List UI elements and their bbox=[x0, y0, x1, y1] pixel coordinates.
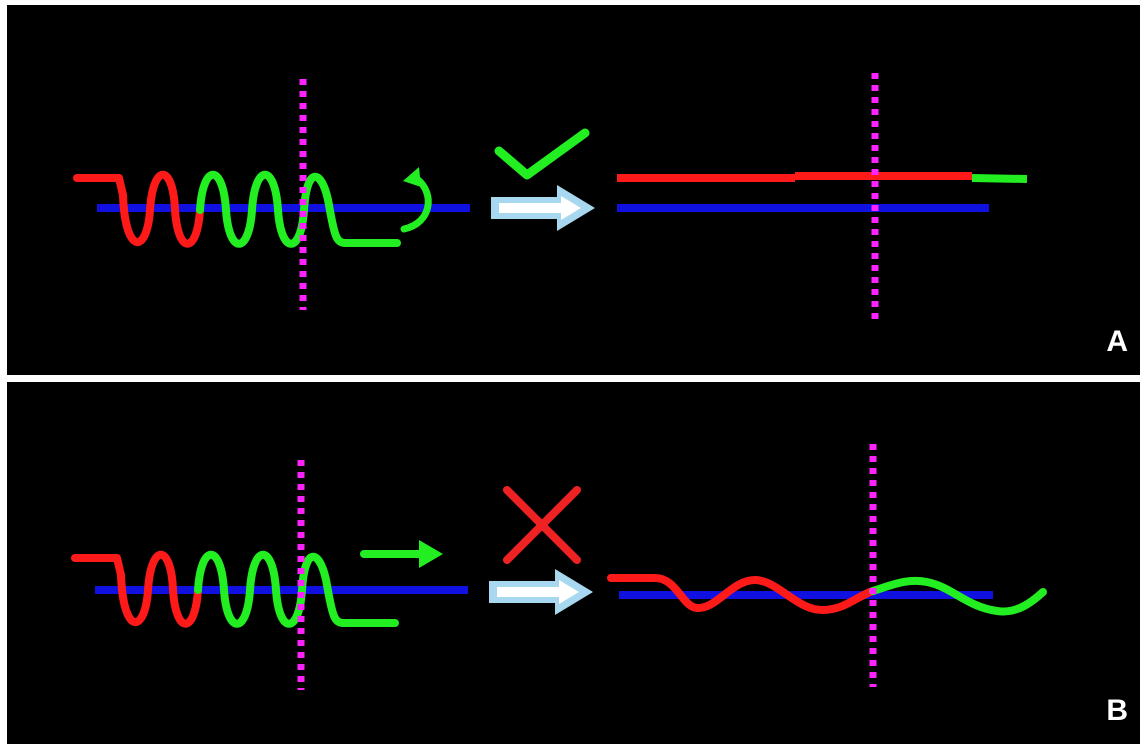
check-icon bbox=[494, 128, 590, 180]
panel-b: B bbox=[7, 382, 1140, 744]
red-strand-wavy bbox=[607, 574, 877, 614]
panel-label: A bbox=[1106, 325, 1128, 358]
push-arrowhead-icon bbox=[419, 540, 443, 568]
panel-b-diagram bbox=[71, 444, 1047, 690]
panel-a: A bbox=[7, 5, 1140, 375]
transition-arrow-fill bbox=[499, 196, 581, 220]
green-strand-coiled bbox=[194, 551, 399, 628]
cross-icon-stroke-2 bbox=[503, 486, 581, 564]
red-strand-coiled bbox=[71, 551, 202, 628]
rotation-arrowhead-icon bbox=[403, 167, 421, 187]
panel-a-diagram bbox=[73, 73, 1028, 323]
green-strand-straight bbox=[971, 174, 1028, 183]
panel-label: B bbox=[1106, 694, 1128, 727]
rotation-arrow-icon bbox=[400, 175, 432, 233]
transition-arrow-fill bbox=[497, 580, 579, 604]
green-strand-coiled bbox=[196, 171, 401, 248]
green-strand-wavy bbox=[869, 576, 1047, 616]
red-strand-coiled bbox=[73, 171, 204, 248]
